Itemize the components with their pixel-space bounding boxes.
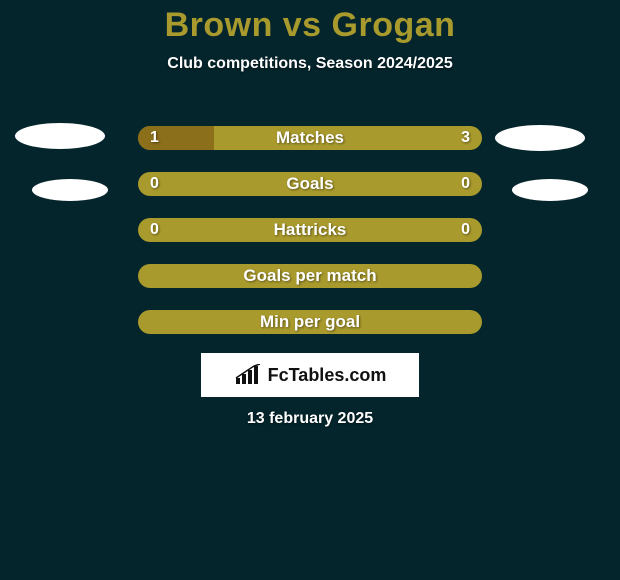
brand-badge: FcTables.com (201, 353, 419, 397)
avatar-ellipse (32, 179, 108, 201)
stat-label: Goals per match (138, 264, 482, 288)
avatar-ellipse (495, 125, 585, 151)
brand-text: FcTables.com (268, 365, 387, 386)
stat-label: Hattricks (138, 218, 482, 242)
avatar-ellipse (512, 179, 588, 201)
stat-bar: Goals per match (138, 264, 482, 288)
stat-label: Goals (138, 172, 482, 196)
stat-bar: Min per goal (138, 310, 482, 334)
stat-rows: 13Matches 00Goals 00Hattricks Goals per mat… (138, 126, 482, 356)
footer-date: 13 february 2025 (0, 410, 620, 428)
stat-bar: 13Matches (138, 126, 482, 150)
stat-label: Matches (138, 126, 482, 150)
stat-bar: 00Hattricks (138, 218, 482, 242)
stat-label: Min per goal (138, 310, 482, 334)
brand-icon (234, 364, 262, 386)
comparison-card: Brown vs Grogan Club competitions, Seaso… (0, 0, 620, 580)
page-title: Brown vs Grogan (0, 0, 620, 45)
subtitle: Club competitions, Season 2024/2025 (0, 55, 620, 73)
avatar-ellipse (15, 123, 105, 149)
stat-bar: 00Goals (138, 172, 482, 196)
